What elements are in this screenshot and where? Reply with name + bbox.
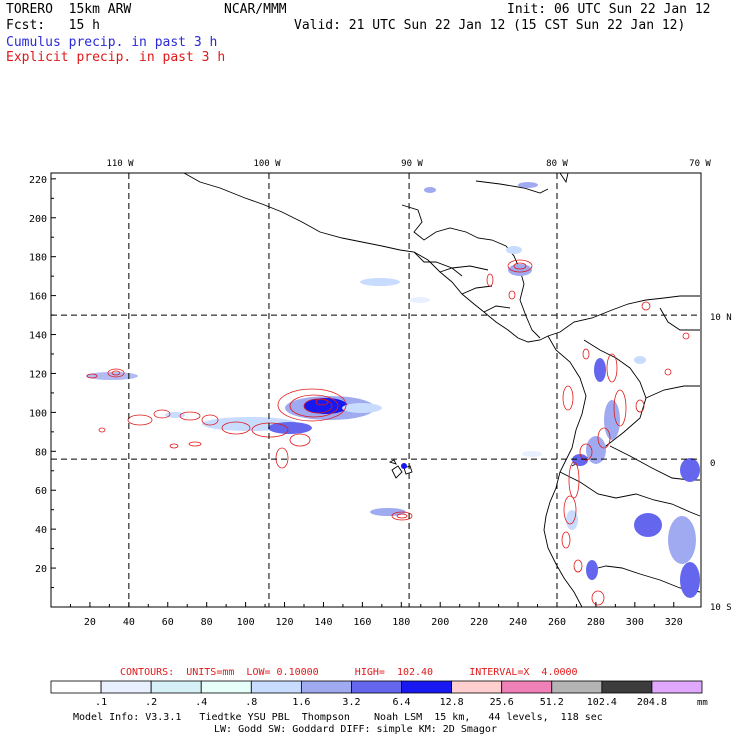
latitude-label: 10 N	[710, 313, 732, 323]
x-tick-label: 40	[123, 617, 135, 628]
colorbar-level-label: 51.2	[540, 697, 564, 708]
longitude-label: 70 W	[689, 159, 711, 169]
longitude-label: 110 W	[106, 159, 134, 169]
y-tick-label: 140	[29, 331, 47, 342]
latitude-label: 10 S	[710, 603, 732, 613]
x-tick-label: 220	[470, 617, 488, 628]
y-tick-label: 40	[35, 525, 47, 536]
org-label: NCAR/MMM	[224, 2, 287, 17]
x-tick-label: 20	[84, 617, 96, 628]
colorbar-swatch	[401, 680, 453, 694]
y-tick-label: 160	[29, 292, 47, 303]
contours-info: CONTOURS: UNITS=mm LOW= 0.10000 HIGH= 10…	[120, 667, 578, 678]
x-tick-label: 300	[626, 617, 644, 628]
x-tick-label: 260	[548, 617, 566, 628]
x-tick-label: 280	[587, 617, 605, 628]
x-tick-label: 140	[314, 617, 332, 628]
colorbar-swatch	[250, 680, 302, 694]
colorbar-swatch	[200, 680, 252, 694]
y-tick-label: 220	[29, 175, 47, 186]
model-info-line2: LW: Godd SW: Goddard DIFF: simple KM: 2D…	[214, 724, 497, 735]
colorbar-level-label: 1.6	[292, 697, 310, 708]
explicit-precip-contours	[86, 259, 690, 606]
colorbar-swatch	[451, 680, 503, 694]
x-tick-label: 120	[276, 617, 294, 628]
colorbar-swatch	[501, 680, 553, 694]
y-tick-label: 180	[29, 253, 47, 264]
colorbar-swatch	[601, 680, 653, 694]
colorbar-swatch	[100, 680, 152, 694]
colorbar-level-label: 204.8	[637, 697, 667, 708]
colorbar-level-label: .2	[145, 697, 157, 708]
colorbar-swatch	[551, 680, 603, 694]
latitude-label: 0	[710, 459, 715, 469]
colorbar: .1 .2 .4 .8 1.6 3.2 6.4 12.8 25.6 51.2 102.4 204.8 m…	[50, 680, 708, 708]
y-tick-label: 200	[29, 214, 47, 225]
y-tick-label: 60	[35, 486, 47, 497]
colorbar-swatch	[50, 680, 102, 694]
colorbar-level-label: 25.6	[490, 697, 514, 708]
map-frame	[50, 172, 702, 608]
colorbar-swatch	[150, 680, 202, 694]
longitude-label: 90 W	[401, 159, 423, 169]
x-tick-label: 200	[431, 617, 449, 628]
colorbar-level-label: .8	[245, 697, 257, 708]
y-tick-label: 80	[35, 447, 47, 458]
forecast-hour: Fcst: 15 h	[6, 18, 100, 33]
colorbar-level-label: 12.8	[440, 697, 464, 708]
colorbar-swatch	[651, 680, 703, 694]
x-tick-label: 60	[162, 617, 174, 628]
colorbar-level-label: 6.4	[393, 697, 411, 708]
colorbar-level-label: 3.2	[342, 697, 360, 708]
colorbar-level-label: .1	[95, 697, 107, 708]
x-axis-ticks: 20 40 60 80 100 120 140 160 180 200 220 240 260 280 30…	[69, 602, 683, 628]
legend-explicit: Explicit precip. in past 3 h	[6, 50, 226, 65]
model-info-line1: Model Info: V3.3.1 Tiedtke YSU PBL Thomp…	[73, 712, 603, 723]
graticule	[51, 173, 701, 607]
y-tick-label: 100	[29, 408, 47, 419]
longitude-labels: 110 W 100 W 90 W 80 W 70 W	[106, 159, 711, 169]
colorbar-level-label: 102.4	[587, 697, 617, 708]
x-tick-label: 80	[201, 617, 213, 628]
x-tick-label: 100	[237, 617, 255, 628]
legend-cumulus: Cumulus precip. in past 3 h	[6, 35, 218, 50]
x-tick-label: 320	[665, 617, 683, 628]
x-tick-label: 180	[392, 617, 410, 628]
y-tick-label: 20	[35, 564, 47, 575]
x-tick-label: 240	[509, 617, 527, 628]
init-time: Init: 06 UTC Sun 22 Jan 12	[507, 2, 711, 17]
latitude-labels: 10 N 0 10 S	[710, 313, 732, 613]
longitude-label: 100 W	[253, 159, 281, 169]
x-tick-label: 160	[353, 617, 371, 628]
colorbar-units: mm	[697, 698, 708, 708]
colorbar-swatch	[351, 680, 402, 694]
colorbar-swatch	[300, 680, 352, 694]
longitude-label: 80 W	[546, 159, 568, 169]
model-title: TORERO 15km ARW	[6, 2, 132, 17]
y-tick-label: 120	[29, 369, 47, 380]
colorbar-level-label: .4	[195, 697, 207, 708]
valid-time: Valid: 21 UTC Sun 22 Jan 12 (15 CST Sun …	[294, 18, 686, 33]
y-axis-ticks: 20 40 60 80 100 120 140 160 180 200 220	[29, 175, 56, 589]
cumulus-precip	[86, 182, 700, 598]
